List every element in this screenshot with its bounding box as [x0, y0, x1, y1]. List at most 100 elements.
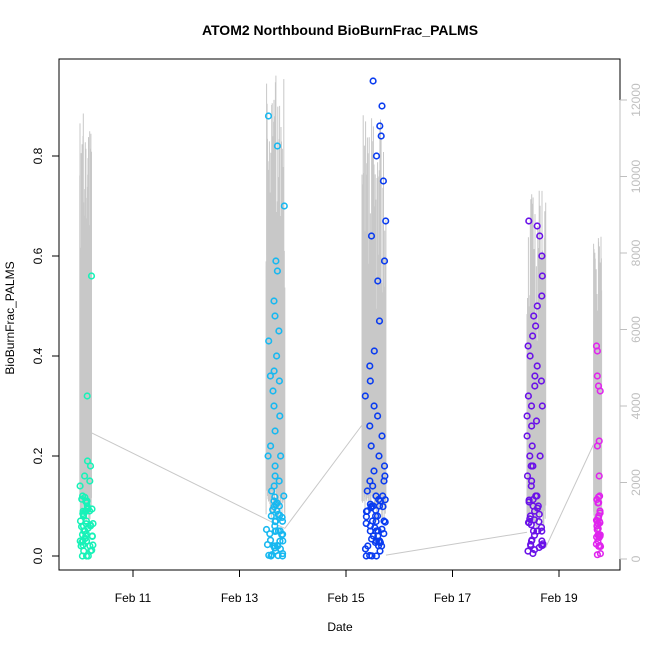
data-point: [273, 142, 282, 150]
data-point: [273, 267, 282, 275]
data-point: [86, 521, 95, 529]
data-point: [366, 477, 374, 485]
data-point: [271, 493, 279, 501]
data-point: [537, 541, 546, 549]
altitude-spikes: [593, 236, 603, 532]
data-point: [596, 549, 605, 558]
data-point: [271, 462, 279, 470]
data-point: [527, 422, 536, 430]
data-point: [538, 252, 546, 260]
data-point: [264, 452, 272, 460]
data-point: [273, 352, 281, 360]
data-point: [374, 412, 382, 420]
data-point: [529, 527, 538, 535]
data-point: [363, 487, 371, 495]
y-tick-label: 0.4: [31, 347, 45, 364]
data-point: [524, 342, 532, 350]
data-point: [277, 452, 285, 460]
data-point: [377, 132, 385, 140]
data-point: [381, 518, 389, 526]
data-point: [82, 517, 90, 525]
data-point: [533, 302, 541, 310]
data-point: [82, 497, 90, 506]
data-point: [593, 372, 601, 380]
data-point: [381, 496, 389, 504]
y2-tick-label: 6000: [629, 316, 643, 343]
data-point: [533, 527, 541, 535]
data-point: [78, 538, 86, 546]
data-point: [526, 512, 535, 520]
data-point: [265, 551, 273, 559]
data-point: [533, 222, 541, 230]
data-point: [538, 272, 546, 280]
data-point: [271, 517, 279, 526]
data-point: [378, 525, 386, 533]
data-point: [86, 462, 95, 470]
data-point: [80, 472, 89, 480]
x-tick-label: Feb 13: [221, 591, 259, 605]
data-point: [362, 519, 370, 528]
data-point: [370, 467, 378, 475]
data-point: [529, 496, 537, 504]
data-point: [533, 504, 542, 512]
data-point: [266, 536, 275, 544]
altitude-trace: [79, 75, 603, 556]
data-point: [530, 516, 539, 524]
data-point: [537, 377, 546, 385]
data-point: [370, 347, 378, 355]
data-point: [81, 507, 89, 516]
data-point: [594, 382, 603, 390]
y-tick-label: 0.0: [31, 547, 45, 564]
altitude-spikes: [265, 75, 286, 519]
data-point: [267, 512, 275, 520]
data-point: [379, 503, 387, 511]
data-point: [595, 542, 603, 550]
data-point: [279, 537, 287, 545]
y-axis: 0.0 0.2 0.4 0.6 0.8: [31, 147, 60, 564]
data-point: [595, 472, 603, 480]
data-point: [271, 427, 279, 435]
data-point: [269, 506, 277, 514]
data-point: [366, 422, 374, 430]
data-point: [379, 177, 388, 185]
data-point: [83, 392, 91, 400]
data-point: [83, 457, 92, 465]
data-point: [269, 387, 277, 395]
data-point: [593, 495, 601, 504]
data-point: [271, 472, 279, 480]
altitude-spikes: [79, 113, 92, 521]
data-point: [596, 509, 604, 517]
data-point: [375, 495, 383, 504]
data-point: [278, 552, 287, 560]
data-point: [276, 412, 284, 420]
data-point: [268, 487, 276, 495]
data-point: [524, 392, 533, 400]
data-point: [381, 472, 389, 480]
x-tick-label: Feb 19: [540, 591, 578, 605]
data-point: [531, 382, 539, 390]
data-point: [275, 377, 284, 385]
data-point: [88, 532, 96, 541]
data-point: [533, 362, 541, 370]
data-point: [84, 552, 92, 560]
data-point: [529, 549, 537, 558]
y2-tick-label: 12000: [629, 83, 643, 117]
data-point: [87, 272, 96, 280]
data-point: [528, 536, 536, 544]
data-point: [368, 517, 377, 525]
data-point: [530, 546, 539, 554]
data-point: [531, 372, 539, 380]
x-axis: Feb 11 Feb 13 Feb 15 Feb 17 Feb 19: [115, 569, 578, 605]
data-point: [538, 402, 546, 410]
data-point: [374, 527, 382, 535]
x-tick-label: Feb 11: [115, 591, 152, 605]
data-point: [530, 312, 538, 320]
data-point: [275, 327, 283, 335]
data-points: [76, 77, 605, 560]
data-point: [362, 507, 371, 516]
data-point: [271, 312, 279, 320]
data-point: [366, 551, 374, 560]
data-point: [525, 519, 533, 527]
data-point: [376, 538, 385, 547]
x-tick-label: Feb 15: [327, 591, 365, 605]
